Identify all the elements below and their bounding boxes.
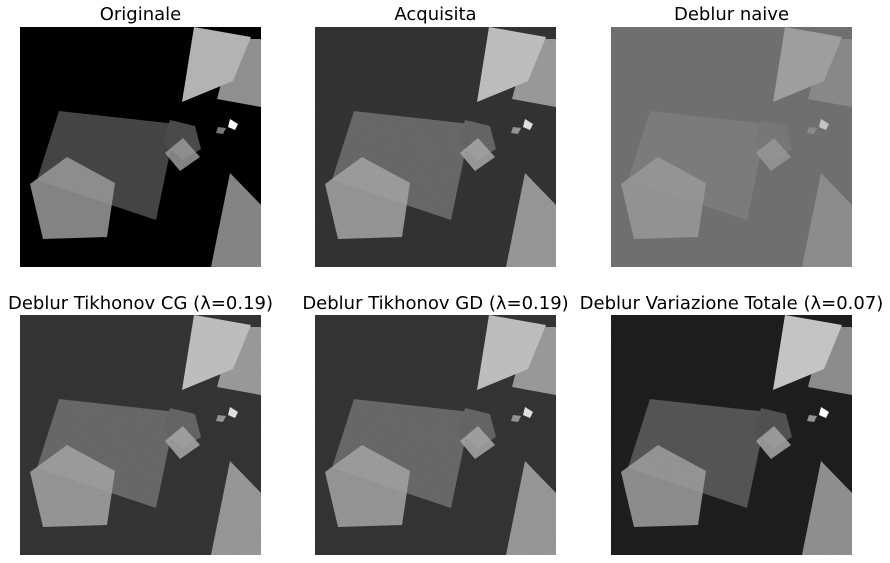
image-noise xyxy=(611,315,852,555)
image-tikhonov-cg xyxy=(20,315,261,555)
image-shape xyxy=(165,138,200,171)
panel-title: Deblur Tikhonov GD (λ=0.19) xyxy=(302,293,569,314)
image-shape xyxy=(802,173,852,267)
panel-title: Deblur Tikhonov CG (λ=0.19) xyxy=(7,293,274,314)
image-shape xyxy=(216,127,226,134)
image-deblur-naive xyxy=(611,27,852,267)
image-tikhonov-gd xyxy=(315,315,556,555)
image-shape xyxy=(217,39,261,107)
image-shape xyxy=(37,111,176,220)
image-originale xyxy=(20,27,261,267)
image-shape xyxy=(808,39,852,107)
image-shape xyxy=(756,138,791,171)
image-noise xyxy=(20,315,261,555)
image-shape xyxy=(819,119,829,130)
image-shape xyxy=(628,111,767,220)
image-shape xyxy=(807,127,817,134)
panel-title: Originale xyxy=(99,4,182,25)
image-shape xyxy=(228,119,238,130)
image-variazione-totale xyxy=(611,315,852,555)
image-shape xyxy=(773,27,842,102)
image-noise xyxy=(315,315,556,555)
panel-title: Deblur naive xyxy=(673,4,790,25)
image-noise xyxy=(315,27,556,267)
panel-title: Acquisita xyxy=(394,4,477,25)
image-shape xyxy=(621,157,706,239)
image-acquisita xyxy=(315,27,556,267)
image-shape xyxy=(182,27,251,102)
image-shape xyxy=(211,173,261,267)
image-shape xyxy=(30,157,115,239)
panel-title: Deblur Variazione Totale (λ=0.07) xyxy=(579,293,884,314)
